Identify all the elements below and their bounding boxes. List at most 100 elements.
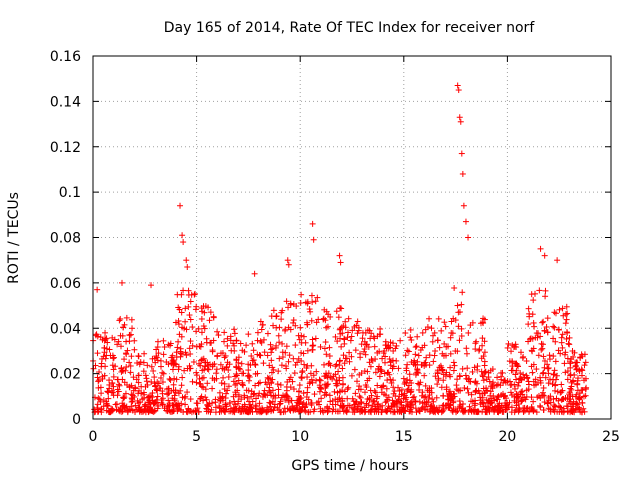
data-point — [440, 407, 447, 414]
data-point — [298, 339, 305, 346]
data-point — [174, 344, 181, 351]
data-point — [467, 407, 474, 414]
data-point — [256, 352, 263, 359]
data-point — [292, 342, 299, 349]
data-point — [404, 386, 411, 393]
data-point — [360, 348, 367, 355]
data-point — [562, 320, 569, 327]
data-point — [464, 365, 471, 372]
data-point — [530, 297, 537, 304]
data-point — [501, 393, 508, 400]
data-point — [345, 384, 352, 391]
data-point — [527, 336, 534, 343]
data-point — [259, 321, 266, 328]
data-point — [414, 333, 421, 340]
data-point — [219, 365, 226, 372]
data-point — [561, 408, 568, 415]
data-point — [477, 320, 484, 327]
data-point — [574, 387, 581, 394]
data-point — [426, 408, 433, 415]
data-point — [547, 406, 554, 413]
data-point — [463, 350, 470, 357]
data-point — [300, 399, 307, 406]
data-point — [298, 375, 305, 382]
data-point — [402, 352, 409, 359]
data-point — [98, 405, 105, 412]
data-point — [489, 379, 496, 386]
data-point — [173, 376, 180, 383]
data-point — [94, 406, 101, 413]
data-point — [452, 317, 459, 324]
data-point — [265, 375, 272, 382]
data-point — [206, 317, 213, 324]
data-point — [544, 400, 551, 407]
data-point — [95, 378, 102, 385]
data-point — [169, 352, 176, 359]
data-point — [184, 365, 191, 372]
data-point — [540, 369, 547, 376]
data-point — [430, 398, 437, 405]
data-point — [97, 384, 104, 391]
outlier-point — [462, 218, 469, 225]
data-point — [283, 387, 290, 394]
data-point — [555, 347, 562, 354]
data-point — [238, 360, 245, 367]
data-point — [308, 399, 315, 406]
data-point — [181, 325, 188, 332]
data-point — [202, 303, 209, 310]
data-point — [552, 338, 559, 345]
data-point — [415, 352, 422, 359]
data-point — [356, 393, 363, 400]
data-point — [316, 388, 323, 395]
data-point — [230, 404, 237, 411]
data-point — [287, 301, 294, 308]
data-point — [155, 350, 162, 357]
outlier-point — [337, 259, 344, 266]
data-point — [510, 343, 517, 350]
data-point — [579, 400, 586, 407]
data-point — [572, 359, 579, 366]
data-point — [300, 333, 307, 340]
data-point — [230, 378, 237, 385]
data-point — [505, 340, 512, 347]
data-point — [443, 352, 450, 359]
data-point — [564, 329, 571, 336]
data-point — [126, 384, 133, 391]
data-point — [574, 377, 581, 384]
data-point — [354, 330, 361, 337]
data-point — [277, 381, 284, 388]
data-point — [378, 368, 385, 375]
y-tick-label: 0.08 — [50, 231, 81, 247]
data-point — [189, 324, 196, 331]
data-point — [412, 351, 419, 358]
data-point — [320, 315, 327, 322]
data-point — [457, 401, 464, 408]
data-point — [567, 358, 574, 365]
data-point — [120, 324, 127, 331]
outlier-point — [184, 263, 191, 270]
outlier-point — [179, 232, 186, 239]
data-point — [197, 343, 204, 350]
x-tick-label: 0 — [89, 429, 98, 445]
data-point — [285, 324, 292, 331]
y-tick-label: 0.02 — [50, 367, 81, 383]
data-point — [332, 401, 339, 408]
data-point — [119, 367, 126, 374]
data-point — [339, 381, 346, 388]
data-point — [120, 394, 127, 401]
data-point — [235, 398, 242, 405]
data-point — [130, 374, 137, 381]
data-point — [128, 316, 135, 323]
data-point — [227, 405, 234, 412]
data-point — [338, 324, 345, 331]
data-point — [269, 398, 276, 405]
data-point — [95, 395, 102, 402]
data-point — [322, 389, 329, 396]
data-point — [494, 374, 501, 381]
data-point — [550, 353, 557, 360]
data-point — [473, 338, 480, 345]
data-point — [268, 408, 275, 415]
data-point — [298, 291, 305, 298]
data-point — [275, 368, 282, 375]
data-point — [318, 395, 325, 402]
